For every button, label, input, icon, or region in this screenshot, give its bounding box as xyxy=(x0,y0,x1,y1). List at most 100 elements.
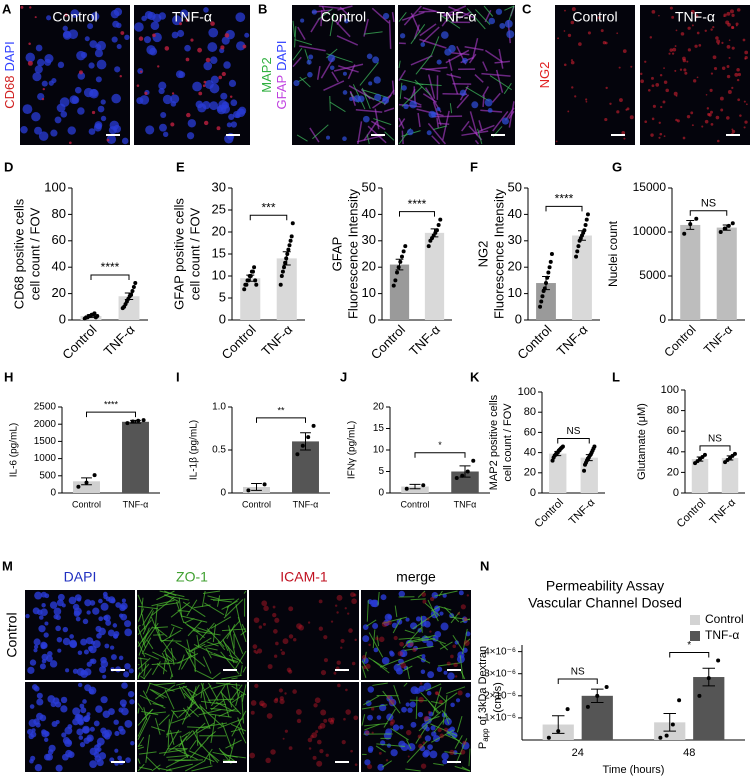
fiber xyxy=(415,725,428,744)
cell xyxy=(61,732,67,738)
cell xyxy=(60,705,68,713)
cell xyxy=(111,36,118,43)
cell xyxy=(368,643,371,647)
fiber xyxy=(433,125,448,131)
y-tick-label: 80 xyxy=(52,206,66,221)
y-tick-label: 10 xyxy=(373,445,385,456)
cell xyxy=(640,79,644,84)
y-tick-label: 1.0 xyxy=(212,402,226,413)
y-tick-label: 30 xyxy=(212,179,226,194)
data-point xyxy=(282,265,287,270)
y-tick-label: 0.5 xyxy=(212,445,226,456)
cell xyxy=(34,126,43,135)
error-bar xyxy=(663,712,676,732)
cell xyxy=(114,66,121,73)
cell xyxy=(72,668,79,674)
cell xyxy=(353,593,357,597)
cell xyxy=(218,75,223,80)
cell xyxy=(407,128,414,136)
fiber xyxy=(138,627,150,656)
y-tick-label: 0 xyxy=(59,311,66,326)
fiber xyxy=(137,608,145,622)
cell xyxy=(77,650,83,655)
cell xyxy=(35,722,41,728)
cell xyxy=(343,717,346,721)
fiber xyxy=(137,746,145,750)
cell xyxy=(663,135,666,138)
cell xyxy=(373,76,381,84)
cell xyxy=(444,727,449,732)
fiber xyxy=(137,657,151,670)
fiber xyxy=(187,620,203,637)
cell xyxy=(100,660,109,668)
cell xyxy=(701,125,704,128)
fiber xyxy=(146,640,154,650)
fiber xyxy=(320,10,323,27)
cell xyxy=(111,93,121,104)
significance-bracket xyxy=(689,210,728,216)
significance-bracket xyxy=(86,411,136,418)
data-point xyxy=(242,287,247,292)
y-axis-label: GFAP positive cells xyxy=(171,198,186,310)
cell xyxy=(571,86,574,89)
cell xyxy=(618,66,621,69)
bar xyxy=(721,457,739,493)
fiber xyxy=(431,135,441,145)
cell xyxy=(619,98,623,103)
cell xyxy=(72,603,80,611)
cell xyxy=(669,48,673,52)
fiber xyxy=(366,134,370,145)
cell xyxy=(75,616,81,622)
cell xyxy=(426,130,432,136)
y-tick-label: 40 xyxy=(524,447,536,459)
fiber xyxy=(355,109,383,113)
cell xyxy=(296,718,302,724)
x-tick-label: TNF-α xyxy=(701,322,735,356)
fiber xyxy=(196,634,200,648)
cell xyxy=(67,126,76,135)
fiber xyxy=(456,94,470,109)
cell xyxy=(150,21,160,31)
y-tick-label: 0 xyxy=(659,312,666,326)
fiber xyxy=(422,26,440,43)
y-tick-label: 1×10⁻⁶ xyxy=(484,713,516,724)
cell xyxy=(373,647,379,653)
cell xyxy=(365,663,371,669)
cell xyxy=(94,49,103,58)
fiber xyxy=(357,121,363,145)
cell xyxy=(103,615,109,621)
fiber xyxy=(219,749,236,763)
cell xyxy=(136,84,140,87)
significance-label: NS xyxy=(701,198,716,210)
cell xyxy=(29,758,34,764)
fiber xyxy=(207,713,232,718)
y-tick-label: 15 xyxy=(212,245,226,260)
fiber xyxy=(454,765,471,772)
cell xyxy=(495,8,503,15)
error-bar xyxy=(409,483,421,490)
cell xyxy=(453,662,458,668)
cell xyxy=(393,635,398,641)
fiber xyxy=(226,624,236,640)
fiber xyxy=(405,768,421,772)
cell xyxy=(98,616,104,622)
cell xyxy=(340,646,343,649)
y-tick-label: 500 xyxy=(39,470,56,481)
cell xyxy=(710,123,714,126)
fiber xyxy=(222,640,243,665)
fiber xyxy=(186,651,206,667)
x-tick-label: TNF-α xyxy=(101,322,138,359)
panel-letter: C xyxy=(522,1,532,16)
stain-word: NG2 xyxy=(537,62,552,89)
cell xyxy=(364,759,371,766)
cell xyxy=(274,617,280,623)
cell xyxy=(89,726,95,732)
data-point xyxy=(391,283,396,288)
cell xyxy=(86,736,92,742)
cell xyxy=(623,137,626,140)
cell xyxy=(382,12,390,20)
cell xyxy=(44,737,49,742)
cell xyxy=(97,105,105,113)
cell xyxy=(100,696,108,704)
